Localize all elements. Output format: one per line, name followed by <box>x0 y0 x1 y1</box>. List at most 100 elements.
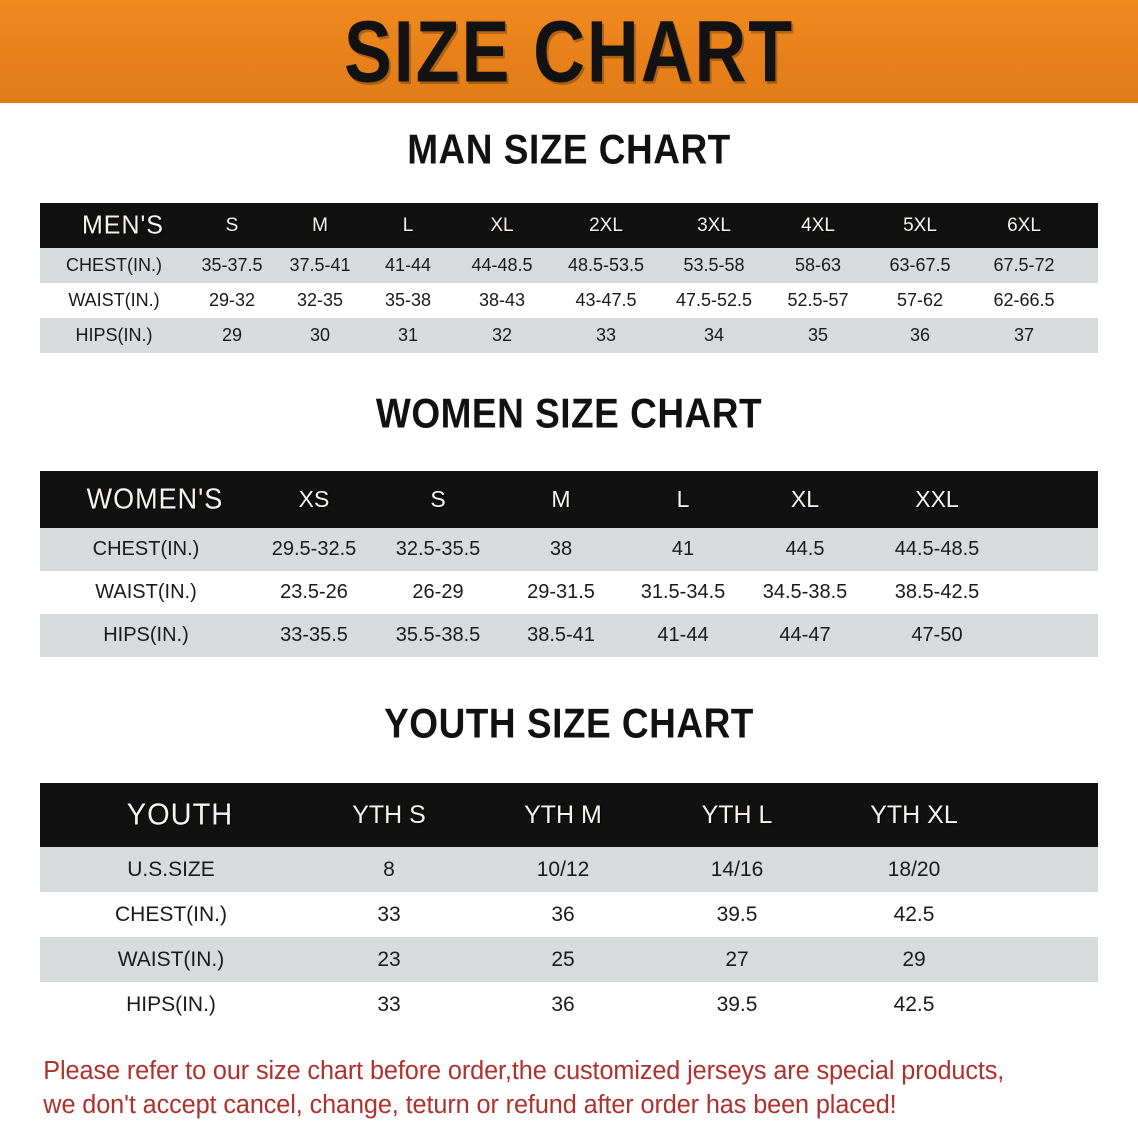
table-row: WAIST(IN.) 23.5-26 26-29 29-31.5 31.5-34… <box>40 571 1098 614</box>
table-cell: 35-38 <box>384 290 432 310</box>
table-cell: 58-63 <box>794 255 842 275</box>
man-size-table: MEN'S S M L XL 2XL 3XL 4XL 5XL 6XL CHEST… <box>40 203 1098 353</box>
disclaimer-line-2: we don't accept cancel, change, teturn o… <box>43 1090 897 1119</box>
youth-size-col-m: YTH M <box>524 800 602 829</box>
man-corner-label: MEN'S <box>81 210 164 240</box>
man-row-label-hips: HIPS(IN.) <box>75 325 153 345</box>
table-cell: 33 <box>377 902 401 926</box>
table-cell: 8 <box>383 857 395 881</box>
women-row-label-hips: HIPS(IN.) <box>103 624 189 646</box>
table-cell: 47-50 <box>911 624 963 646</box>
table-cell: 23.5-26 <box>280 581 348 603</box>
table-cell: 27 <box>725 947 749 971</box>
table-cell: 29-32 <box>208 290 256 310</box>
disclaimer-text: Please refer to our size chart before or… <box>43 1055 1094 1122</box>
table-cell: 29-31.5 <box>527 581 595 603</box>
row-spacer <box>1076 318 1098 353</box>
table-cell: 44.5 <box>785 538 825 560</box>
man-size-col-m: M <box>312 214 328 236</box>
youth-size-table: YOUTH YTH S YTH M YTH L YTH XL U.S.SIZE … <box>40 783 1098 1027</box>
man-table-body: CHEST(IN.) 35-37.5 37.5-41 41-44 44-48.5… <box>40 248 1098 353</box>
row-spacer <box>1008 571 1098 614</box>
table-row: CHEST(IN.) 35-37.5 37.5-41 41-44 44-48.5… <box>40 248 1098 283</box>
table-cell: 33 <box>595 325 617 345</box>
table-row: HIPS(IN.) 33 36 39.5 42.5 <box>40 982 1098 1027</box>
table-cell: 18/20 <box>887 857 941 881</box>
table-cell: 30 <box>309 325 331 345</box>
table-cell: 29.5-32.5 <box>271 538 357 560</box>
table-cell: 34.5-38.5 <box>762 581 848 603</box>
man-table-head: MEN'S S M L XL 2XL 3XL 4XL 5XL 6XL <box>40 203 1098 248</box>
table-row: U.S.SIZE 8 10/12 14/16 18/20 <box>40 847 1098 892</box>
youth-table-head: YOUTH YTH S YTH M YTH L YTH XL <box>40 783 1098 847</box>
women-size-col-xxl: XXL <box>915 486 959 512</box>
women-size-col-xl: XL <box>790 486 820 512</box>
women-corner-label: WOMEN'S <box>86 483 224 515</box>
youth-section-title: YOUTH SIZE CHART <box>384 700 754 747</box>
man-section-title: MAN SIZE CHART <box>407 126 731 173</box>
table-cell: 25 <box>551 947 575 971</box>
man-size-col-5xl: 5XL <box>903 214 937 236</box>
youth-size-col-l: YTH L <box>701 800 773 829</box>
row-spacer <box>1004 982 1098 1027</box>
women-size-col-s: S <box>430 486 446 512</box>
table-cell: 44.5-48.5 <box>894 538 980 560</box>
table-cell: 37 <box>1013 325 1035 345</box>
table-cell: 10/12 <box>536 857 590 881</box>
women-row-label-chest: CHEST(IN.) <box>92 538 200 560</box>
man-row-label-waist: WAIST(IN.) <box>68 290 160 310</box>
youth-row-label-us-size: U.S.SIZE <box>127 857 215 881</box>
man-size-section: MAN SIZE CHART MEN'S S M L XL 2XL 3XL <box>0 126 1138 353</box>
table-cell: 52.5-57 <box>787 290 849 310</box>
man-size-col-l: L <box>402 214 414 236</box>
women-section-title: WOMEN SIZE CHART <box>375 390 763 437</box>
table-cell: 32.5-35.5 <box>395 538 481 560</box>
table-cell: 42.5 <box>893 992 935 1016</box>
table-cell: 32-35 <box>296 290 344 310</box>
table-cell: 41 <box>671 538 695 560</box>
table-cell: 38.5-42.5 <box>894 581 980 603</box>
table-cell: 47.5-52.5 <box>675 290 753 310</box>
women-size-col-l: L <box>676 486 690 512</box>
table-cell: 43-47.5 <box>575 290 637 310</box>
women-table-wrapper: WOMEN'S XS S M L XL XXL CHEST(IN.) 29.5-… <box>40 471 1098 657</box>
women-size-col-m: M <box>551 486 571 512</box>
man-header-spacer <box>1076 203 1098 248</box>
women-table-head: WOMEN'S XS S M L XL XXL <box>40 471 1098 528</box>
row-spacer <box>1076 283 1098 318</box>
table-cell: 57-62 <box>896 290 944 310</box>
women-row-label-waist: WAIST(IN.) <box>95 581 197 603</box>
man-table-wrapper: MEN'S S M L XL 2XL 3XL 4XL 5XL 6XL CHEST… <box>40 203 1098 353</box>
man-size-col-4xl: 4XL <box>801 214 835 236</box>
women-size-table: WOMEN'S XS S M L XL XXL CHEST(IN.) 29.5-… <box>40 471 1098 657</box>
table-cell: 23 <box>377 947 401 971</box>
table-cell: 31.5-34.5 <box>640 581 726 603</box>
table-cell: 36 <box>551 902 575 926</box>
youth-size-col-xl: YTH XL <box>870 800 958 829</box>
table-cell: 41-44 <box>657 624 709 646</box>
women-header-spacer <box>1008 471 1098 528</box>
youth-size-section: YOUTH SIZE CHART YOUTH YTH S YTH M YTH L… <box>0 700 1138 1027</box>
table-cell: 31 <box>397 325 419 345</box>
youth-table-body: U.S.SIZE 8 10/12 14/16 18/20 CHEST(IN.) … <box>40 847 1098 1027</box>
man-size-col-s: S <box>225 214 239 236</box>
women-header-row: WOMEN'S XS S M L XL XXL <box>40 471 1098 528</box>
youth-header-spacer <box>1004 783 1098 847</box>
table-cell: 67.5-72 <box>993 255 1055 275</box>
man-row-label-chest: CHEST(IN.) <box>66 255 162 275</box>
page-banner: SIZE CHART <box>0 0 1138 103</box>
table-cell: 41-44 <box>384 255 432 275</box>
table-cell: 39.5 <box>716 992 758 1016</box>
table-row: HIPS(IN.) 33-35.5 35.5-38.5 38.5-41 41-4… <box>40 614 1098 657</box>
table-cell: 29 <box>902 947 926 971</box>
table-cell: 36 <box>551 992 575 1016</box>
table-cell: 44-48.5 <box>471 255 533 275</box>
table-cell: 33 <box>377 992 401 1016</box>
women-size-col-xs: XS <box>298 486 330 512</box>
table-cell: 29 <box>221 325 243 345</box>
youth-corner-label: YOUTH <box>126 797 234 832</box>
table-cell: 39.5 <box>716 902 758 926</box>
table-cell: 63-67.5 <box>889 255 951 275</box>
row-spacer <box>1076 248 1098 283</box>
youth-row-label-chest: CHEST(IN.) <box>115 902 227 926</box>
